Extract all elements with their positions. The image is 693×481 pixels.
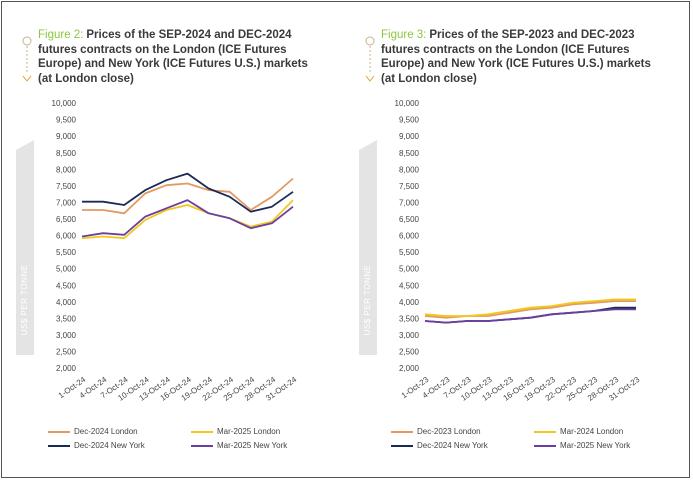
chart-title: Prices of the SEP-2024 and DEC-2024 futu… xyxy=(38,29,308,85)
figure-label: Figure 3: xyxy=(381,29,427,41)
series-line xyxy=(82,172,294,213)
y-tick-label: 9,000 xyxy=(56,132,77,141)
figure-label: Figure 2: xyxy=(38,29,84,41)
legend-label: Dec-2024 New York xyxy=(74,441,146,450)
y-tick-label: 10,000 xyxy=(52,99,77,108)
legend-label: Dec-2024 London xyxy=(74,427,138,436)
y-tick-label: 6,500 xyxy=(399,215,420,224)
y-label-band xyxy=(16,140,34,355)
y-tick-label: 8,500 xyxy=(399,149,420,158)
y-tick-label: 9,500 xyxy=(56,116,77,125)
series-line xyxy=(81,199,294,240)
decor-circle xyxy=(365,36,375,46)
decor-arrow xyxy=(365,75,375,82)
y-axis-label: US$ PER TONNE xyxy=(20,265,29,336)
series-line xyxy=(82,177,294,215)
series-line xyxy=(424,308,636,324)
y-tick-label: 2,500 xyxy=(399,348,420,357)
y-tick-label: 5,000 xyxy=(399,265,420,274)
y-tick-label: 3,500 xyxy=(399,314,420,323)
y-tick-label: 7,500 xyxy=(56,182,77,191)
y-tick-label: 10,000 xyxy=(395,99,420,108)
series-line xyxy=(424,298,636,317)
y-tick-label: 4,500 xyxy=(56,281,77,290)
y-tick-label: 6,000 xyxy=(56,232,77,241)
decor-arrow xyxy=(22,75,32,82)
decor xyxy=(22,36,375,82)
y-tick-label: 9,000 xyxy=(399,132,420,141)
legend-label: Mar-2025 New York xyxy=(560,441,631,450)
chart-title-block: Figure 2: Prices of the SEP-2024 and DEC-… xyxy=(38,28,318,86)
y-tick-label: 9,500 xyxy=(399,116,420,125)
y-tick-label: 7,000 xyxy=(399,198,420,207)
decor-circle xyxy=(22,36,32,46)
legend-label: Mar-2025 London xyxy=(217,427,280,436)
y-tick-label: 6,000 xyxy=(399,232,420,241)
y-tick-label: 7,500 xyxy=(399,182,420,191)
series-line xyxy=(81,199,294,238)
y-tick-label: 8,000 xyxy=(399,165,420,174)
legend-label: Dec-2024 New York xyxy=(417,441,489,450)
y-tick-label: 8,000 xyxy=(56,165,77,174)
y-tick-label: 5,500 xyxy=(56,248,77,257)
chart-title: Prices of the SEP-2023 and DEC-2023 futu… xyxy=(381,29,651,85)
legend-label: Dec-2023 London xyxy=(417,427,481,436)
y-tick-label: 6,500 xyxy=(56,215,77,224)
legend-label: Mar-2025 New York xyxy=(217,441,288,450)
y-tick-label: 4,500 xyxy=(399,281,420,290)
legend-label: Mar-2024 London xyxy=(560,427,623,436)
y-tick-label: 5,500 xyxy=(399,248,420,257)
y-tick-label: 3,000 xyxy=(399,331,420,340)
y-tick-label: 2,000 xyxy=(56,364,77,373)
y-tick-label: 8,500 xyxy=(56,149,77,158)
y-tick-label: 4,000 xyxy=(56,298,77,307)
y-tick-label: 2,500 xyxy=(56,348,77,357)
y-tick-label: 5,000 xyxy=(56,265,77,274)
y-tick-label: 3,000 xyxy=(56,331,77,340)
y-tick-label: 3,500 xyxy=(56,314,77,323)
y-tick-label: 7,000 xyxy=(56,198,77,207)
chart-title-block: Figure 3: Prices of the SEP-2023 and DEC-… xyxy=(381,28,661,86)
y-tick-label: 2,000 xyxy=(399,364,420,373)
y-axis-label: US$ PER TONNE xyxy=(363,265,372,336)
y-tick-label: 4,000 xyxy=(399,298,420,307)
y-label-band xyxy=(359,140,377,355)
